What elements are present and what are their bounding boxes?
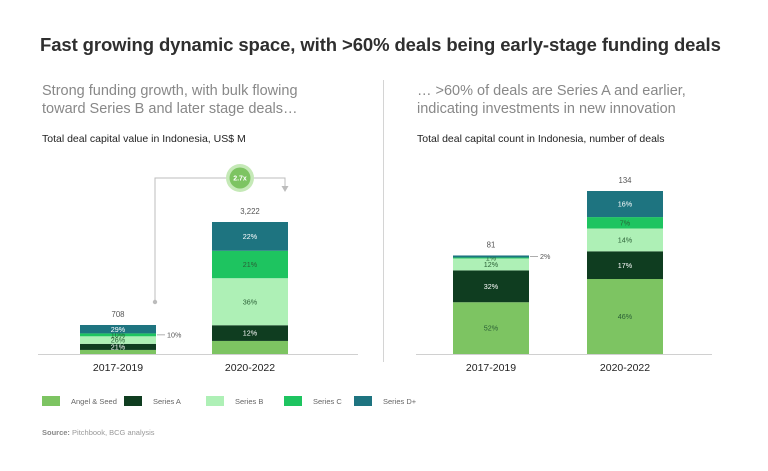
chart0-bar-2017-2019-series-a (80, 343, 156, 350)
chart0-bar-2017-2019-angel-seed (80, 349, 156, 354)
right-subtitle: … >60% of deals are Series A and earlier… (417, 82, 686, 118)
page-title: Fast growing dynamic space, with >60% de… (40, 34, 721, 55)
chart0-bar-2017-2019-series-b (80, 336, 156, 344)
chart0-bar-2020-2022-angel-seed (212, 340, 288, 354)
chart0-category-2020-2022: 2020-2022 (225, 362, 275, 374)
left-subtitle: Strong funding growth, with bulk flowing… (42, 82, 298, 118)
chart1-bar-2020-2022-series-b (587, 228, 663, 252)
chart0-label-2017-2019-series-c: 10% (111, 330, 126, 339)
legend-swatch-series-c (284, 396, 302, 406)
legend-swatch-angel-seed (42, 396, 60, 406)
chart0-total-2017-2019: 708 (111, 310, 124, 319)
chart1-label-2017-2019-series-c: 1% (486, 254, 497, 263)
legend: Angel & Seed Series A Series B Series C … (42, 396, 442, 410)
chart0-bar-2017-2019-series-d (80, 324, 156, 334)
chart1-total-2017-2019: 81 (487, 240, 496, 249)
legend-item-series-d: Series D+ (354, 396, 416, 406)
legend-label-angel-seed: Angel & Seed (71, 396, 117, 406)
chart1-bar-2020-2022-series-d (587, 191, 663, 218)
source-note: Source: Pitchbook, BCG analysis (42, 428, 155, 437)
chart1-label-2020-2022-angel-seed: 46% (618, 312, 633, 321)
chart0-bar-2020-2022-series-b (212, 278, 288, 326)
chart1-total-2020-2022: 134 (618, 176, 632, 185)
right-panel-label: Total deal capital count in Indonesia, n… (417, 133, 665, 145)
panel-divider (383, 80, 384, 362)
legend-swatch-series-b (206, 396, 224, 406)
legend-label-series-d: Series D+ (383, 396, 417, 406)
chart0-category-2017-2019: 2017-2019 (93, 362, 143, 374)
chart1-label-2020-2022-series-c: 7% (620, 218, 631, 227)
chart1-category-2017-2019: 2017-2019 (466, 362, 516, 374)
chart1-bar-2017-2019-angel-seed (453, 302, 529, 354)
chart0-label-2017-2019-series-b: 26% (111, 336, 126, 345)
growth-connector-arrowhead (281, 186, 289, 192)
legend-label-series-c: Series C (313, 396, 342, 406)
legend-item-series-c: Series C (284, 396, 342, 406)
chart1-outside-label-series-d: 2% (540, 252, 551, 261)
legend-swatch-series-d (354, 396, 372, 406)
right-subtitle-line-1: … >60% of deals are Series A and earlier… (417, 83, 686, 99)
chart1-bar-2020-2022-series-c (587, 217, 663, 229)
chart1-bar-2017-2019-series-c (453, 257, 529, 259)
chart0-label-2017-2019-series-d: 29% (111, 325, 126, 334)
legend-label-series-a: Series A (153, 396, 181, 406)
source-text: Pitchbook, BCG analysis (69, 428, 155, 437)
chart1-bar-2017-2019-series-b (453, 258, 529, 271)
chart0-bar-2017-2019-series-c (80, 333, 156, 337)
chart0-label-2020-2022-series-a: 12% (243, 329, 258, 338)
legend-item-series-a: Series A (124, 396, 181, 406)
chart1-label-2020-2022-series-d: 16% (618, 200, 633, 209)
legend-item-angel-seed: Angel & Seed (42, 396, 117, 406)
chart1-label-2017-2019-series-a: 32% (484, 282, 499, 291)
legend-swatch-series-a (124, 396, 142, 406)
growth-connector-line (154, 177, 286, 302)
chart0-label-2017-2019-series-a: 21% (111, 342, 126, 351)
left-panel-label: Total deal capital value in Indonesia, U… (42, 133, 246, 145)
chart1-bar-2020-2022-series-a (587, 251, 663, 280)
chart1-label-2017-2019-series-b: 12% (484, 260, 499, 269)
left-subtitle-line-1: Strong funding growth, with bulk flowing (42, 83, 298, 99)
chart1-bar-2017-2019-series-d (453, 255, 529, 258)
chart1-label-2017-2019-angel-seed: 52% (484, 324, 499, 333)
growth-connector-start-dot (152, 299, 158, 305)
legend-item-series-b: Series B (206, 396, 263, 406)
chart0-label-2020-2022-series-d: 22% (243, 232, 258, 241)
legend-label-series-b: Series B (235, 396, 264, 406)
source-label: Source: (42, 428, 70, 437)
chart0-label-2020-2022-series-b: 36% (243, 297, 258, 306)
chart0-outside-label-series-c: 10% (167, 330, 182, 339)
chart1-bar-2020-2022-angel-seed (587, 279, 663, 354)
chart0-bar-2020-2022-series-a (212, 325, 288, 341)
chart1-label-2020-2022-series-a: 17% (618, 261, 633, 270)
chart1-bar-2017-2019-series-a (453, 270, 529, 303)
growth-badge (229, 167, 251, 189)
growth-badge-label: 2.7x (233, 175, 247, 182)
right-subtitle-line-2: indicating investments in new innovation (417, 101, 676, 117)
chart0-total-2020-2022: 3,222 (240, 207, 260, 216)
chart1-category-2020-2022: 2020-2022 (600, 362, 650, 374)
chart0-label-2020-2022-series-c: 21% (243, 260, 258, 269)
chart0-bar-2020-2022-series-c (212, 250, 288, 279)
chart1-label-2020-2022-series-b: 14% (618, 236, 633, 245)
chart0-bar-2020-2022-series-d (212, 222, 288, 251)
left-subtitle-line-2: toward Series B and later stage deals… (42, 101, 298, 117)
